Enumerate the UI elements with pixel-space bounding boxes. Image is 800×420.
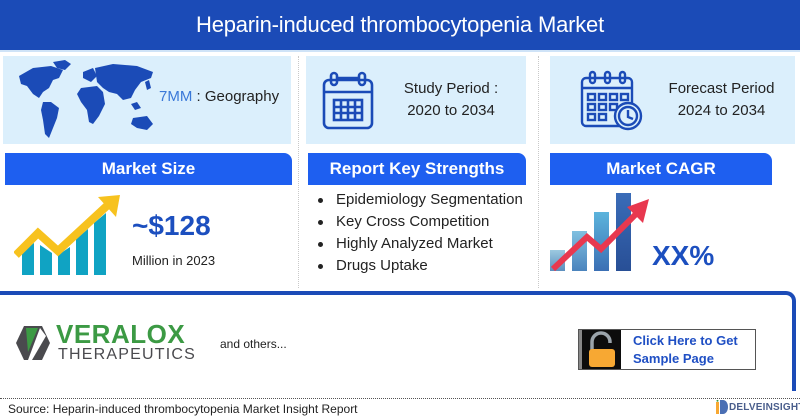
study-period-label: Study Period : [403,80,499,97]
divider [298,56,299,288]
bullet-icon [318,219,323,225]
cta-line2: Sample Page [633,350,714,366]
geography-label: 7MM : Geography [159,88,279,105]
cta-label[interactable]: Click Here to Get Sample Page [621,330,755,369]
lock-icon-box [579,330,621,369]
market-cagr-header: Market CAGR [550,153,772,185]
delveinsight-logo: DELVEINSIGHT [716,400,800,414]
growth-chart-icon [14,195,120,275]
footer-divider [0,398,800,399]
strength-label: Key Cross Competition [336,213,490,230]
logo-name: VERALOX [56,319,186,349]
bullet-icon [318,263,323,269]
strength-label: Drugs Uptake [336,257,428,274]
market-cagr-value: XX% [652,240,715,271]
market-size-value: ~$128 [132,210,211,241]
veralox-logo: VERALOX THERAPEUTICS [16,319,196,364]
divider [538,56,539,288]
key-strengths-header: Report Key Strengths [308,153,526,185]
forecast-period-text: Forecast Period 2024 to 2034 [648,78,795,122]
study-period-text: Study Period : 2020 to 2034 [376,78,526,122]
strength-label: Epidemiology Segmentation [336,191,523,208]
forecast-period-label: Forecast Period [668,80,775,97]
list-item: Key Cross Competition [316,211,523,233]
study-period-panel: Study Period : 2020 to 2034 [306,56,526,144]
logo-tagline: THERAPEUTICS [58,346,196,363]
get-sample-page-button[interactable]: Click Here to Get Sample Page [578,329,756,370]
bullet-icon [318,197,323,203]
page-title: Heparin-induced thrombocytopenia Market [0,0,800,50]
delveinsight-text: DELVEINSIGHT [729,401,800,413]
forecast-period-panel: Forecast Period 2024 to 2034 [550,56,795,144]
list-item: Epidemiology Segmentation [316,189,523,211]
forecast-period-range: 2024 to 2034 [677,102,766,119]
key-strengths-list: Epidemiology Segmentation Key Cross Comp… [316,189,523,277]
veralox-hexagon-icon [16,326,50,360]
delveinsight-icon [716,400,728,414]
world-map-icon [19,60,153,138]
others-label: and others... [220,337,287,351]
market-size-header: Market Size [5,153,292,185]
study-period-range: 2020 to 2034 [407,102,495,119]
geography-accent: 7MM [159,88,193,105]
companies-frame [0,291,796,391]
calendar-icon [322,71,374,130]
list-item: Drugs Uptake [316,255,523,277]
header-underline [0,50,800,52]
cta-line1: Click Here to Get [633,332,738,348]
unlock-icon [589,331,615,367]
list-item: Highly Analyzed Market [316,233,523,255]
bullet-icon [318,241,323,247]
cagr-chart-icon [550,193,649,271]
market-size-subtitle: Million in 2023 [132,253,216,268]
calendar-clock-icon [580,70,643,131]
geography-text: : Geography [192,88,280,105]
source-text: Source: Heparin-induced thrombocytopenia… [8,402,358,416]
geography-panel: 7MM : Geography [3,56,291,144]
strength-label: Highly Analyzed Market [336,235,493,252]
